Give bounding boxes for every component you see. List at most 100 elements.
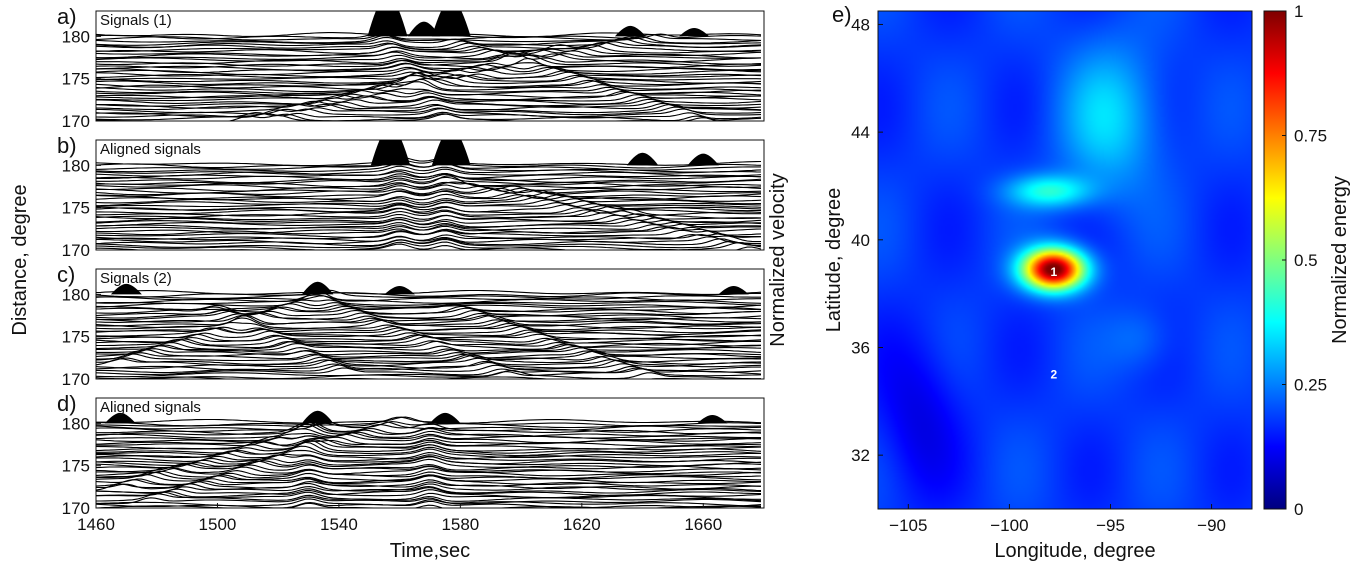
xtick-label: −100 <box>990 516 1028 535</box>
peak-mark <box>301 281 334 295</box>
trace-line <box>96 46 762 57</box>
heatmap-xticks: −105 −100 −95 −90 <box>889 504 1226 535</box>
xtick-label: −90 <box>1197 516 1226 535</box>
colorbar-label: Normalized energy <box>1329 176 1351 344</box>
peak-mark <box>104 412 136 424</box>
colorbar-tick-label: 0.5 <box>1294 251 1318 270</box>
peak-mark <box>110 283 142 295</box>
ytick-label: 180 <box>62 285 90 304</box>
trace-line <box>96 111 762 120</box>
trace-line <box>96 304 762 315</box>
trace-line <box>96 34 762 44</box>
trace-line <box>96 196 761 207</box>
trace-line <box>96 353 762 363</box>
ytick-label: 36 <box>851 338 870 357</box>
trace-line <box>96 81 761 95</box>
trace-line <box>96 289 761 300</box>
ytick-label: 40 <box>851 231 870 250</box>
trace-line <box>96 207 762 217</box>
ytick-label: 170 <box>62 499 90 518</box>
panel-d-xticks: 1460 1500 1540 1580 1620 1660 <box>77 503 722 534</box>
panel-c: 170 175 180 c) Signals (2) <box>57 262 765 389</box>
ytick-label: 180 <box>62 156 90 175</box>
trace-line <box>96 102 762 111</box>
trace-line <box>96 486 762 494</box>
peak-mark <box>367 11 408 37</box>
xtick-label: −105 <box>889 516 927 535</box>
trace-line <box>96 458 762 469</box>
ytick-label: 175 <box>62 70 90 89</box>
ytick-label: 175 <box>62 457 90 476</box>
peak-mark <box>626 152 659 166</box>
time-axis-label: Time,sec <box>390 540 470 562</box>
trace-line <box>102 376 761 379</box>
trace-line <box>96 223 761 232</box>
trace-line <box>96 441 762 457</box>
peak-mark <box>697 414 728 424</box>
colorbar-ticks: 0 0.25 0.5 0.75 1 <box>1282 2 1327 519</box>
panel-a-letter: a) <box>57 4 77 29</box>
trace-line <box>96 445 761 459</box>
ytick-label: 170 <box>62 112 90 131</box>
trace-line <box>96 310 762 321</box>
trace-line <box>96 289 762 295</box>
xtick-label: −95 <box>1096 516 1125 535</box>
trace-line <box>96 50 762 63</box>
trace-line <box>96 235 762 245</box>
peak-mark <box>407 21 441 37</box>
trace-line <box>96 44 762 55</box>
latitude-axis-label: Latitude, degree <box>823 188 845 333</box>
trace-line <box>96 111 762 121</box>
ytick-label: 175 <box>62 328 90 347</box>
trace-line <box>96 303 762 313</box>
colorbar-tick-label: 0.75 <box>1294 127 1327 146</box>
trace-line <box>96 36 762 46</box>
trace-line <box>96 208 762 220</box>
trace-line <box>96 330 762 340</box>
trace-line <box>96 482 762 492</box>
trace-line <box>96 435 762 446</box>
panel-c-traces <box>96 281 762 379</box>
trace-line <box>96 66 762 76</box>
trace-line <box>96 41 762 51</box>
panel-d-letter: d) <box>57 391 77 416</box>
trace-line <box>96 165 762 175</box>
panel-b-letter: b) <box>57 133 77 158</box>
trace-line <box>96 181 762 192</box>
location-marker: 2 <box>1051 367 1058 381</box>
panel-b-yticks: 170 175 180 <box>62 156 101 260</box>
trace-line <box>96 361 761 372</box>
trace-line <box>96 238 762 249</box>
panel-d-title: Aligned signals <box>100 399 201 416</box>
trace-line <box>96 241 762 250</box>
energy-heatmap <box>878 11 1252 509</box>
trace-line <box>96 74 762 88</box>
panel-a-traces <box>96 11 762 121</box>
trace-line <box>96 78 762 93</box>
heatmap-yticks: 32 36 40 44 48 <box>851 15 883 465</box>
trace-line <box>96 338 762 349</box>
panel-c-letter: c) <box>57 262 75 287</box>
trace-line <box>96 63 762 74</box>
trace-line <box>96 217 762 225</box>
peak-mark <box>301 410 334 424</box>
trace-line <box>96 113 720 121</box>
peak-mark <box>384 285 415 295</box>
trace-line <box>96 433 761 444</box>
trace-line <box>96 99 762 109</box>
xtick-label: 1580 <box>441 515 479 534</box>
longitude-axis-label: Longitude, degree <box>994 540 1155 562</box>
trace-line <box>96 299 762 308</box>
xtick-label: 1500 <box>199 515 237 534</box>
trace-line <box>96 219 761 228</box>
ytick-label: 32 <box>851 446 870 465</box>
panel-b: 170 175 180 b) Aligned signals <box>57 133 765 260</box>
trace-line <box>96 52 762 65</box>
peak-mark <box>429 412 461 424</box>
trace-line <box>96 416 762 427</box>
trace-line <box>96 452 761 463</box>
trace-line <box>96 175 762 188</box>
trace-line <box>96 359 762 369</box>
trace-line <box>96 343 762 352</box>
ytick-label: 44 <box>851 123 870 142</box>
